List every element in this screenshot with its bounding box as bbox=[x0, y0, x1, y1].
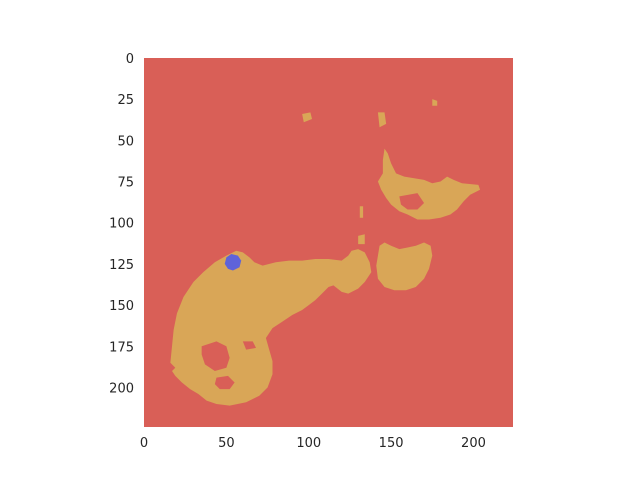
y-tick-label: 125 bbox=[109, 258, 134, 273]
y-tick-label: 75 bbox=[117, 176, 134, 191]
x-axis: 0 50 100 150 200 bbox=[140, 436, 486, 451]
y-tick-label: 100 bbox=[109, 217, 134, 232]
x-tick-label: 50 bbox=[218, 436, 235, 451]
region-upper-small-3 bbox=[302, 112, 313, 123]
y-tick-label: 0 bbox=[126, 52, 134, 67]
region-mid-blob bbox=[376, 242, 433, 291]
y-axis: 0 25 50 75 100 125 150 175 200 bbox=[109, 52, 134, 396]
region-hole-4 bbox=[399, 193, 425, 210]
region-blue-marker bbox=[224, 254, 242, 271]
x-tick-label: 200 bbox=[461, 436, 486, 451]
y-tick-label: 50 bbox=[117, 134, 134, 149]
y-tick-label: 200 bbox=[109, 381, 134, 396]
y-tick-label: 25 bbox=[117, 93, 134, 108]
region-hole-3 bbox=[242, 341, 257, 350]
region-hole-2 bbox=[214, 375, 235, 390]
region-hole-1 bbox=[201, 341, 230, 371]
x-tick-label: 100 bbox=[296, 436, 321, 451]
plot-area bbox=[144, 58, 513, 427]
region-upper-small-4 bbox=[358, 234, 365, 245]
y-tick-label: 175 bbox=[109, 340, 134, 355]
region-upper-small-5 bbox=[359, 206, 364, 218]
y-tick-label: 150 bbox=[109, 299, 134, 314]
x-tick-label: 0 bbox=[140, 436, 148, 451]
x-tick-label: 150 bbox=[379, 436, 404, 451]
region-upper-small-1 bbox=[377, 112, 387, 128]
region-upper-small-2 bbox=[432, 99, 438, 106]
